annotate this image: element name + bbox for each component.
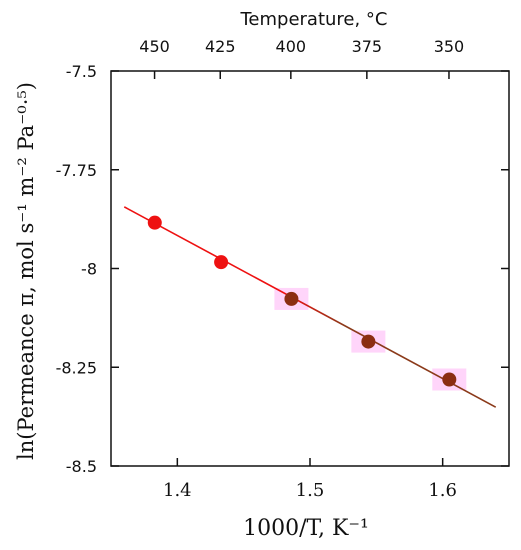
top-tick-label: 350 [434, 37, 465, 56]
top-tick-label: 400 [276, 37, 307, 56]
x-tick-label: 1.5 [296, 480, 325, 501]
data-point-3 [284, 291, 299, 306]
data-point-2 [214, 255, 229, 270]
y-tick-label: -8.25 [56, 358, 97, 377]
x-axis-ticks: 1.4 1.5 1.6 [163, 458, 457, 501]
x-axis-label: 1000/T, K⁻¹ [243, 516, 369, 541]
top-tick-label: 425 [205, 37, 236, 56]
x-tick-label: 1.6 [428, 480, 457, 501]
y-axis-label: ln(Permeance π, mol s⁻¹ m⁻² Pa⁻⁰·⁵) [14, 82, 38, 460]
y-tick-label: -8.5 [66, 457, 97, 476]
data-point-5 [442, 372, 457, 387]
x-tick-label: 1.4 [163, 480, 192, 501]
data-points [147, 215, 457, 387]
data-point-4 [361, 334, 376, 349]
top-axis-title: Temperature, °C [239, 9, 387, 30]
data-point-1 [147, 215, 162, 230]
fit-line [123, 206, 497, 408]
top-tick-label: 450 [139, 37, 170, 56]
top-tick-label: 375 [352, 37, 383, 56]
y-axis-ticks: -7.5 -7.75 -8 -8.25 -8.5 [56, 62, 509, 476]
y-tick-label: -7.75 [56, 161, 97, 180]
top-axis-ticks: 450 425 400 375 350 [139, 37, 464, 79]
y-tick-label: -7.5 [66, 62, 97, 81]
plot-frame [110, 70, 510, 467]
y-tick-label: -8 [81, 260, 97, 279]
